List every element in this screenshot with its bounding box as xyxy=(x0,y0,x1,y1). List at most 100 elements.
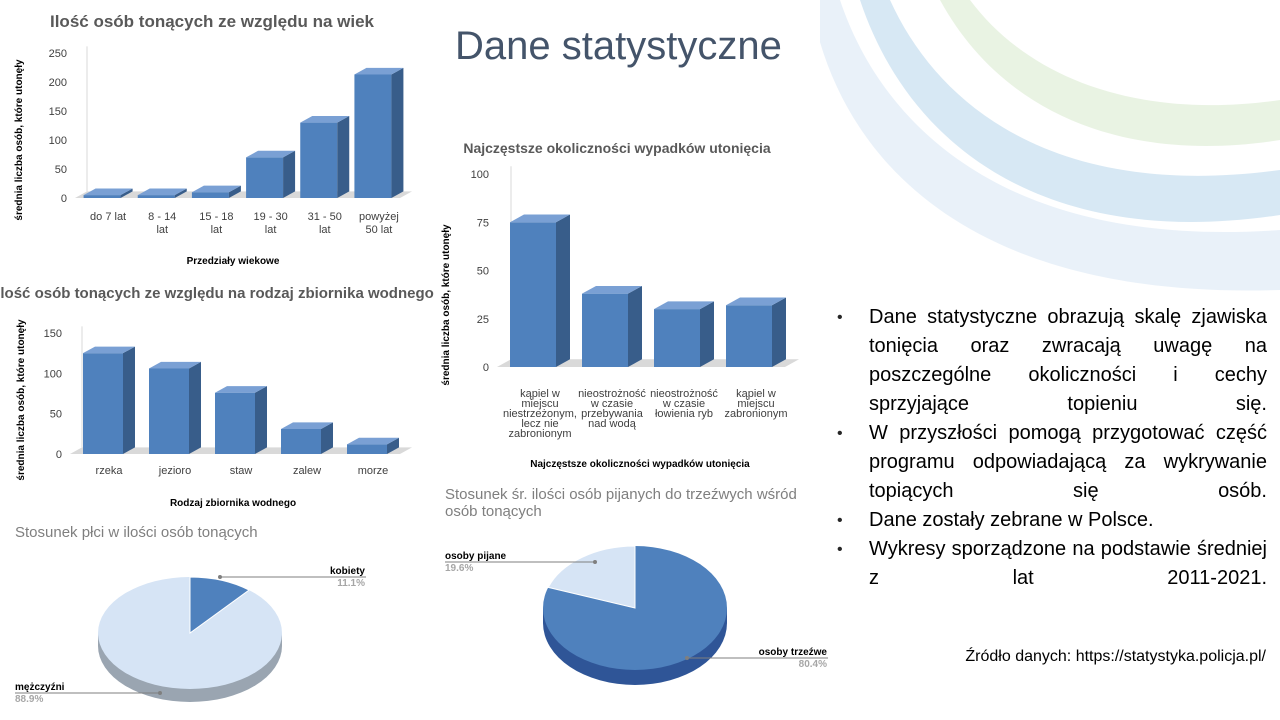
age-bar-side xyxy=(228,185,241,198)
age-x-tick: 31 - 50 lat xyxy=(308,211,342,236)
circ-x-tick: kąpiel w miejscu zabronionym xyxy=(725,388,788,420)
age-bar-top xyxy=(354,67,404,75)
circ-x-tick-line: w czasie xyxy=(662,398,705,410)
gender-leader-dot xyxy=(158,691,162,695)
age-x-tick-line: powyżej xyxy=(359,211,399,223)
bullet-item: • Wykresy sporządzone na podstawie średni… xyxy=(835,535,1267,593)
circ-x-tick: nieostrożność w czasie przebywania nad wodą xyxy=(578,388,646,430)
age-bar xyxy=(354,74,392,198)
water-bar xyxy=(347,444,387,454)
age-bar-top xyxy=(246,150,296,158)
age-y-tick: 100 xyxy=(49,135,67,147)
age-x-tick-line: 8 - 14 xyxy=(148,211,176,223)
water-x-tick-line: morze xyxy=(358,465,389,477)
data-source: Źródło danych: https://statystyka.policj… xyxy=(965,648,1266,665)
circ-x-tick-line: nad wodą xyxy=(588,418,637,430)
circ-x-tick-line: nieostrożność xyxy=(578,388,646,400)
age-x-tick: powyżej 50 lat xyxy=(359,211,399,236)
water-bar-top xyxy=(149,361,201,369)
age-x-tick-line: lat xyxy=(156,224,168,236)
age-bar-side xyxy=(283,150,296,198)
circ-x-tick-line: niestrzeżonym, xyxy=(503,408,577,420)
circ-x-tick-line: lecz nie xyxy=(521,418,558,430)
water-bar xyxy=(149,368,189,454)
circ-bar-top xyxy=(510,214,570,223)
bullet-text: W przyszłości pomogą przygotować część p… xyxy=(869,422,1267,502)
age-bar xyxy=(137,195,175,198)
circ-bar-top xyxy=(654,301,714,310)
sobriety-pie-chart: Stosunek śr. ilości osób pijanych do trz… xyxy=(445,486,828,685)
circ-y-tick: 100 xyxy=(471,169,489,181)
circ-x-tick-line: miejscu xyxy=(737,398,774,410)
circ-y-tick: 25 xyxy=(477,314,489,326)
water-x-tick: morze xyxy=(358,465,389,477)
bullet-icon: • xyxy=(837,512,843,529)
age-bar-top xyxy=(191,185,241,193)
water-bar xyxy=(83,353,123,454)
circ-floor xyxy=(497,359,799,367)
circ-bar xyxy=(510,222,556,367)
water-bar-top xyxy=(347,437,399,445)
circ-y-tick: 50 xyxy=(477,266,489,278)
water-bar-side xyxy=(255,386,267,454)
circ-x-tick-line: łowienia ryb xyxy=(655,408,713,420)
drunk-slice-label: osoby pijane xyxy=(445,551,507,562)
sobriety-pie-title: Stosunek śr. ilości osób pijanych do trz… xyxy=(445,486,801,520)
water-y-tick: 100 xyxy=(44,368,62,380)
water-body-bar-chart: Ilość osób tonących ze względu na rodzaj… xyxy=(0,285,434,509)
age-y-tick: 0 xyxy=(61,193,67,205)
age-bar-side xyxy=(391,67,404,198)
age-y-tick: 50 xyxy=(55,164,67,176)
gender-pie-slice xyxy=(189,576,251,634)
age-y-axis-label: średnia liczba osób, które utonęły xyxy=(14,59,25,221)
water-bar-side xyxy=(123,346,135,454)
circ-bar-side xyxy=(556,214,570,367)
gender-slice-percent: 88.9% xyxy=(15,694,43,705)
drunk-slice-percent: 19.6% xyxy=(445,563,473,574)
age-x-tick: 8 - 14 lat xyxy=(148,211,176,236)
circ-x-tick-line: miejscu xyxy=(521,398,558,410)
circ-x-tick-line: przebywania xyxy=(581,408,644,420)
bullet-list: • Dane statystyczne obrazują skalę zjawis… xyxy=(835,303,1267,593)
circ-bar xyxy=(726,305,772,367)
circumstances-bar-chart: Najczęstsze okoliczności wypadków utonię… xyxy=(441,140,799,470)
water-x-tick: jezioro xyxy=(158,465,191,477)
water-bar-side xyxy=(387,437,399,454)
age-x-tick: 15 - 18 lat xyxy=(199,211,233,236)
bullet-item: • Dane zostały zebrane w Polsce. xyxy=(835,506,1267,535)
circ-chart-title: Najczęstsze okoliczności wypadków utonię… xyxy=(463,140,771,156)
circ-bar-side xyxy=(700,301,714,367)
age-chart-title: Ilość osób tonących ze względu na wiek xyxy=(50,12,375,31)
bullet-text: Dane zostały zebrane w Polsce. xyxy=(869,509,1154,531)
age-bar-top xyxy=(137,188,187,196)
water-y-tick: 0 xyxy=(56,449,62,461)
bullet-icon: • xyxy=(837,309,843,326)
circ-x-tick-line: zabronionym xyxy=(725,408,788,420)
circ-x-tick-line: w czasie xyxy=(590,398,633,410)
age-bar-chart: Ilość osób tonących ze względu na wiek ś… xyxy=(14,12,412,267)
bullet-item: • W przyszłości pomogą przygotować część … xyxy=(835,419,1267,506)
age-x-tick-line: do 7 lat xyxy=(90,211,126,223)
circ-x-tick: kąpiel w miejscu niestrzeżonym, lecz nie zab… xyxy=(503,388,577,440)
gender-slice-label: kobiety xyxy=(330,566,365,577)
age-x-tick-line: 31 - 50 xyxy=(308,211,342,223)
age-bar-side xyxy=(120,188,133,198)
circ-bar-side xyxy=(772,297,786,367)
decorative-swoosh xyxy=(820,0,1280,291)
circ-x-tick-line: zabronionym xyxy=(509,428,572,440)
age-bar-top xyxy=(300,116,350,123)
circ-y-axis-label: średnia liczba osób, które utonęły xyxy=(441,224,452,386)
circ-bar xyxy=(582,293,628,367)
water-x-tick: zalew xyxy=(293,465,321,477)
gender-pie-title: Stosunek płci w ilości osób tonących xyxy=(15,524,258,541)
age-bar-top xyxy=(83,188,133,196)
gender-leader-dot xyxy=(218,575,222,579)
age-x-tick-line: lat xyxy=(265,224,277,236)
drunk-slice-percent: 80.4% xyxy=(799,659,827,670)
slide-title: Dane statystyczne xyxy=(455,24,782,68)
water-chart-title: Ilość osób tonących ze względu na rodzaj… xyxy=(0,285,434,302)
water-y-axis-label: średnia liczba osób, które utonęły xyxy=(16,319,27,481)
water-x-tick-line: jezioro xyxy=(158,465,191,477)
age-x-tick-line: 19 - 30 xyxy=(253,211,287,223)
age-y-tick: 200 xyxy=(49,77,67,89)
